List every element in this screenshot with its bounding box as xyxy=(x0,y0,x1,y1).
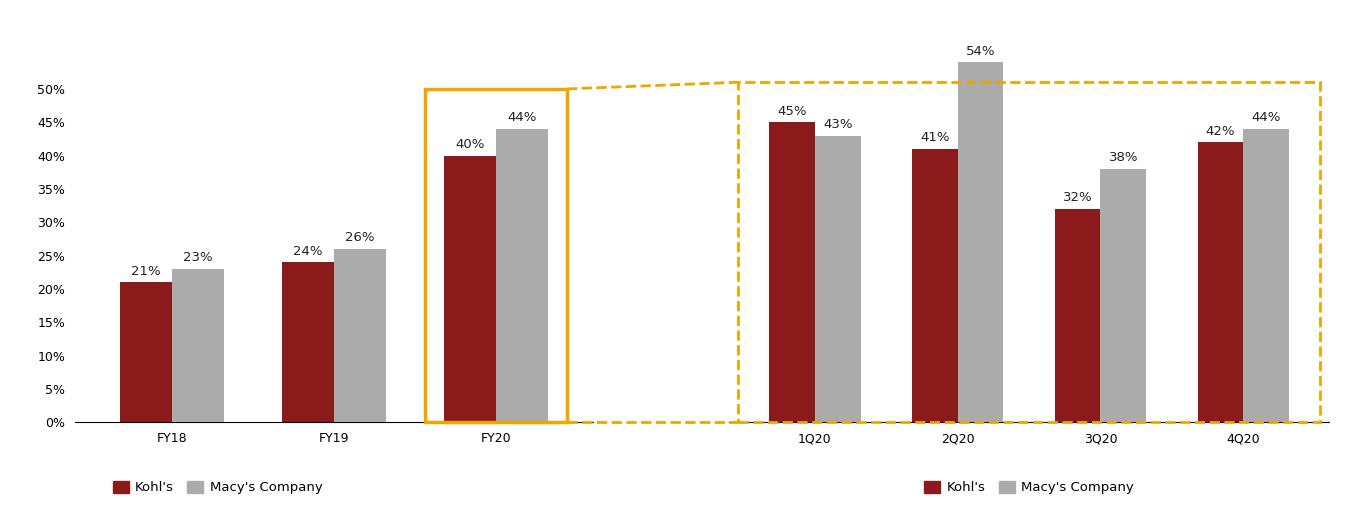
Text: 42%: 42% xyxy=(1206,125,1235,138)
Text: 24%: 24% xyxy=(293,244,323,258)
Bar xyxy=(444,156,496,422)
Text: 32%: 32% xyxy=(1063,191,1092,204)
Bar xyxy=(958,62,1003,422)
Text: 26%: 26% xyxy=(345,231,375,244)
Text: 44%: 44% xyxy=(1251,111,1281,124)
Text: 21%: 21% xyxy=(131,265,161,278)
Text: 54%: 54% xyxy=(966,44,995,58)
Text: 38%: 38% xyxy=(1108,152,1138,164)
Bar xyxy=(334,249,386,422)
Text: 45%: 45% xyxy=(777,105,807,118)
Bar xyxy=(425,89,567,422)
Bar xyxy=(1243,129,1289,422)
Bar xyxy=(737,82,1321,422)
Legend: Kohl's, Macy's Company: Kohl's, Macy's Company xyxy=(108,475,327,499)
Text: 40%: 40% xyxy=(455,138,485,151)
Bar xyxy=(815,136,860,422)
Legend: Kohl's, Macy's Company: Kohl's, Macy's Company xyxy=(919,475,1139,499)
Text: 41%: 41% xyxy=(920,131,950,144)
Text: 44%: 44% xyxy=(507,111,537,124)
Bar xyxy=(120,282,172,422)
Bar xyxy=(1198,142,1243,422)
Bar xyxy=(1055,209,1100,422)
Text: 23%: 23% xyxy=(183,251,213,265)
Bar xyxy=(769,122,815,422)
Text: 43%: 43% xyxy=(823,118,852,131)
Bar xyxy=(912,149,958,422)
Bar xyxy=(1100,169,1146,422)
Bar xyxy=(496,129,548,422)
Bar xyxy=(172,269,224,422)
Bar xyxy=(282,262,334,422)
